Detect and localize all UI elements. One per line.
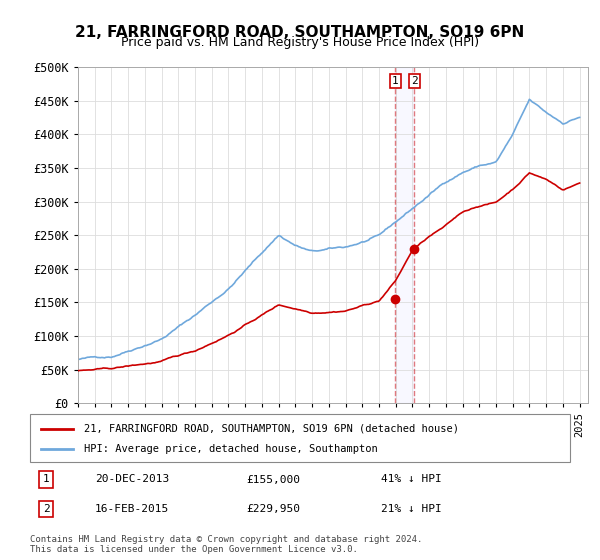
Text: Contains HM Land Registry data © Crown copyright and database right 2024.
This d: Contains HM Land Registry data © Crown c… bbox=[30, 535, 422, 554]
Text: 21, FARRINGFORD ROAD, SOUTHAMPTON, SO19 6PN: 21, FARRINGFORD ROAD, SOUTHAMPTON, SO19 … bbox=[76, 25, 524, 40]
Text: Price paid vs. HM Land Registry's House Price Index (HPI): Price paid vs. HM Land Registry's House … bbox=[121, 36, 479, 49]
Text: HPI: Average price, detached house, Southampton: HPI: Average price, detached house, Sout… bbox=[84, 444, 378, 454]
Text: 2: 2 bbox=[411, 76, 418, 86]
Bar bbox=[395, 67, 415, 403]
Text: 41% ↓ HPI: 41% ↓ HPI bbox=[381, 474, 442, 484]
Text: £229,950: £229,950 bbox=[246, 504, 300, 514]
Text: 1: 1 bbox=[43, 474, 50, 484]
Text: 21, FARRINGFORD ROAD, SOUTHAMPTON, SO19 6PN (detached house): 21, FARRINGFORD ROAD, SOUTHAMPTON, SO19 … bbox=[84, 424, 459, 433]
Text: 1: 1 bbox=[392, 76, 398, 86]
Text: 20-DEC-2013: 20-DEC-2013 bbox=[95, 474, 169, 484]
Text: 21% ↓ HPI: 21% ↓ HPI bbox=[381, 504, 442, 514]
Text: 2: 2 bbox=[43, 504, 50, 514]
FancyBboxPatch shape bbox=[30, 414, 570, 462]
Text: 16-FEB-2015: 16-FEB-2015 bbox=[95, 504, 169, 514]
Text: £155,000: £155,000 bbox=[246, 474, 300, 484]
